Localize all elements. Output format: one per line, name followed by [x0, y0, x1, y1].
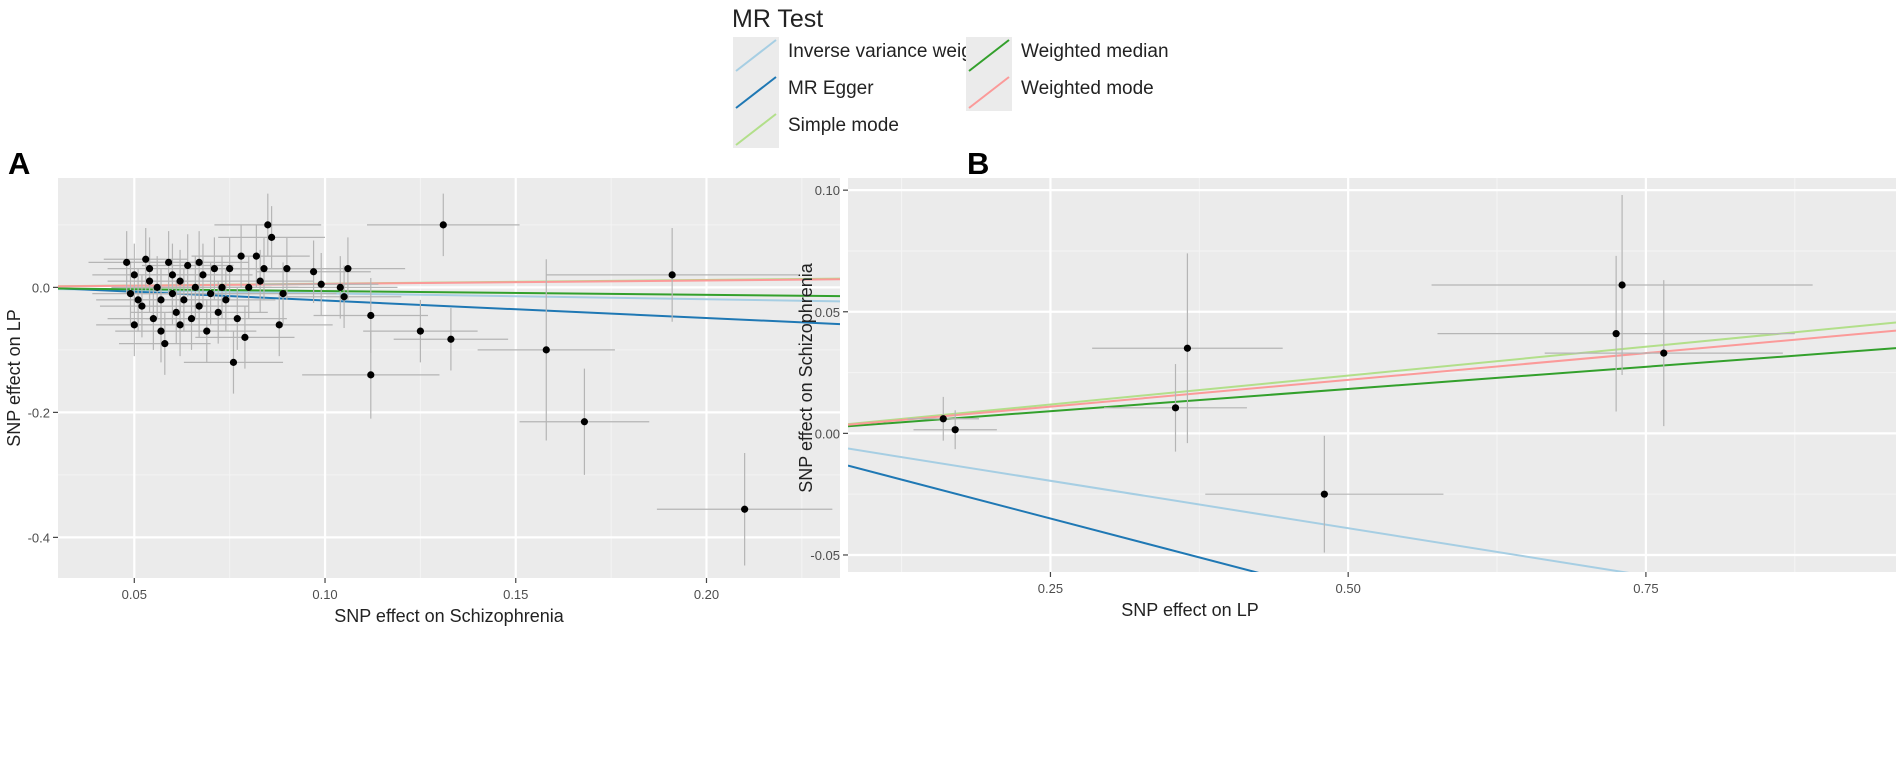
legend-line-ivw	[735, 39, 777, 72]
panel-label-a: A	[8, 146, 31, 181]
legend-label-ivw: Inverse variance weighted	[788, 41, 1009, 62]
panel-a-point-marker	[157, 296, 165, 304]
panel-a-point-marker	[138, 302, 146, 310]
panel-a-point-marker	[130, 271, 138, 279]
panel-a-point-marker	[344, 265, 352, 273]
legend-label-mr-egger: MR Egger	[788, 78, 874, 99]
panel-a-frame: 0.05 0.10 0.15 0.20 -0.4 -0.2 0.0	[28, 178, 840, 602]
panel-a-point-marker	[153, 283, 161, 291]
legend-label-weighted-mode: Weighted mode	[1021, 78, 1154, 99]
panel-a-point-marker	[229, 358, 238, 366]
panel-a-point-marker	[214, 308, 222, 316]
panel-a-point-marker	[233, 315, 241, 323]
legend-key-mr-egger	[733, 74, 779, 111]
panel-a-y-tick-label: -0.2	[28, 405, 50, 420]
legend-line-simple-mode	[735, 113, 777, 146]
panel-a-point-marker	[157, 327, 165, 335]
panel-a-point-marker	[206, 290, 215, 298]
panel-a-x-tick-label: 0.20	[694, 587, 719, 602]
panel-a-x-tick-label: 0.15	[503, 587, 528, 602]
panel-a-point-marker	[168, 290, 177, 298]
legend-line-weighted-median	[968, 39, 1010, 72]
panel-a-point-marker	[226, 265, 234, 273]
panel-a-point-marker	[309, 268, 318, 276]
panel-a-point-marker	[279, 290, 287, 298]
panel-a-point-marker	[218, 283, 226, 291]
panel-a-point-marker	[195, 302, 203, 310]
panel-a-point-marker	[126, 290, 135, 298]
panel-a-point-marker	[191, 283, 199, 291]
panel-a-point-marker	[145, 265, 154, 273]
panel-a-point-marker	[340, 293, 348, 301]
legend-title: MR Test	[732, 5, 824, 33]
panel-a-point-marker	[187, 315, 196, 323]
panel-a-points	[88, 193, 833, 566]
panel-a-y-tick-label: -0.4	[28, 530, 50, 545]
panel-a-point-marker	[580, 418, 589, 426]
panel-a-x-tick-label: 0.10	[312, 587, 337, 602]
legend: MR Test Inverse variance weighted MR Egg…	[732, 5, 1262, 155]
panel-a-point-marker	[199, 271, 207, 279]
panel-a-point-marker	[237, 252, 245, 260]
panel-a-y-axis-title: SNP effect on LP	[4, 309, 24, 446]
panel-a-point-marker	[260, 265, 268, 273]
panel-a-point-marker	[176, 277, 184, 285]
legend-label-simple-mode: Simple mode	[788, 115, 899, 136]
panel-a-x-tick-label: 0.05	[122, 587, 147, 602]
panel-a-background	[58, 178, 840, 578]
panel-a-point-marker	[149, 315, 157, 323]
legend-line-mr-egger	[735, 76, 777, 109]
legend-key-weighted-median	[966, 37, 1012, 74]
panel-a-point-marker	[264, 221, 272, 229]
panel-a-point-marker	[741, 505, 749, 513]
panel-a-point-marker	[439, 221, 447, 229]
panel-a-point-marker	[168, 271, 177, 279]
legend-label-weighted-median: Weighted median	[1021, 41, 1169, 62]
panel-a-point-marker	[416, 327, 424, 335]
panel-a-point-marker	[252, 252, 260, 260]
panel-a-x-axis-title: SNP effect on Schizophrenia	[334, 606, 564, 626]
panel-a-point-marker	[367, 311, 375, 320]
panel-a-regression-lines	[58, 277, 840, 326]
panel-a-point-marker	[283, 265, 291, 273]
panel-a-point-marker	[180, 296, 188, 304]
panel-a-point-marker	[123, 258, 131, 266]
panel-a-line-weighted-mode	[58, 278, 840, 288]
panel-a-point-marker	[447, 335, 455, 343]
panel-a-point-marker	[184, 261, 192, 270]
panel-a-point-marker	[367, 371, 375, 379]
panel-a-point-marker	[165, 258, 173, 266]
panel-a-point-marker	[195, 258, 203, 266]
panel-a-line-inverse-variance-weighted	[58, 288, 840, 303]
panel-a-line-mr-egger	[58, 287, 840, 326]
panel-a-point-marker	[161, 340, 169, 348]
panel-a-point-marker	[542, 346, 550, 354]
legend-key-ivw	[733, 37, 779, 74]
panel-a-point-marker	[203, 327, 211, 335]
panel-a-point-marker	[275, 321, 283, 329]
legend-line-weighted-mode	[968, 76, 1010, 109]
panel-label-b: B	[967, 146, 990, 181]
panel-a-point-marker	[134, 296, 142, 304]
panel-a-point-marker	[241, 333, 249, 341]
panel-a-point-marker	[176, 321, 184, 329]
panel-a-point-marker	[210, 265, 218, 273]
panel-a-point-marker	[668, 271, 676, 279]
panel-a-point-marker	[245, 283, 253, 291]
panel-a-point-marker	[130, 321, 138, 329]
panel-a-y-tick-label: 0.0	[32, 280, 50, 295]
panel-a-point-marker	[256, 277, 264, 285]
panel-a-line-weighted-median	[58, 287, 840, 298]
legend-key-weighted-mode	[966, 74, 1012, 111]
legend-key-simple-mode	[733, 111, 779, 148]
panel-a-point-marker	[142, 255, 150, 263]
panel-a-point-marker	[317, 280, 325, 288]
panel-a-point-marker	[268, 233, 276, 241]
panel-a-point-marker	[172, 308, 180, 316]
panel-a-point-marker	[145, 277, 154, 285]
panel-a-ticks: 0.05 0.10 0.15 0.20 -0.4 -0.2 0.0	[28, 280, 720, 602]
panel-a-point-marker	[222, 296, 230, 304]
panel-a-point-marker	[336, 283, 344, 291]
